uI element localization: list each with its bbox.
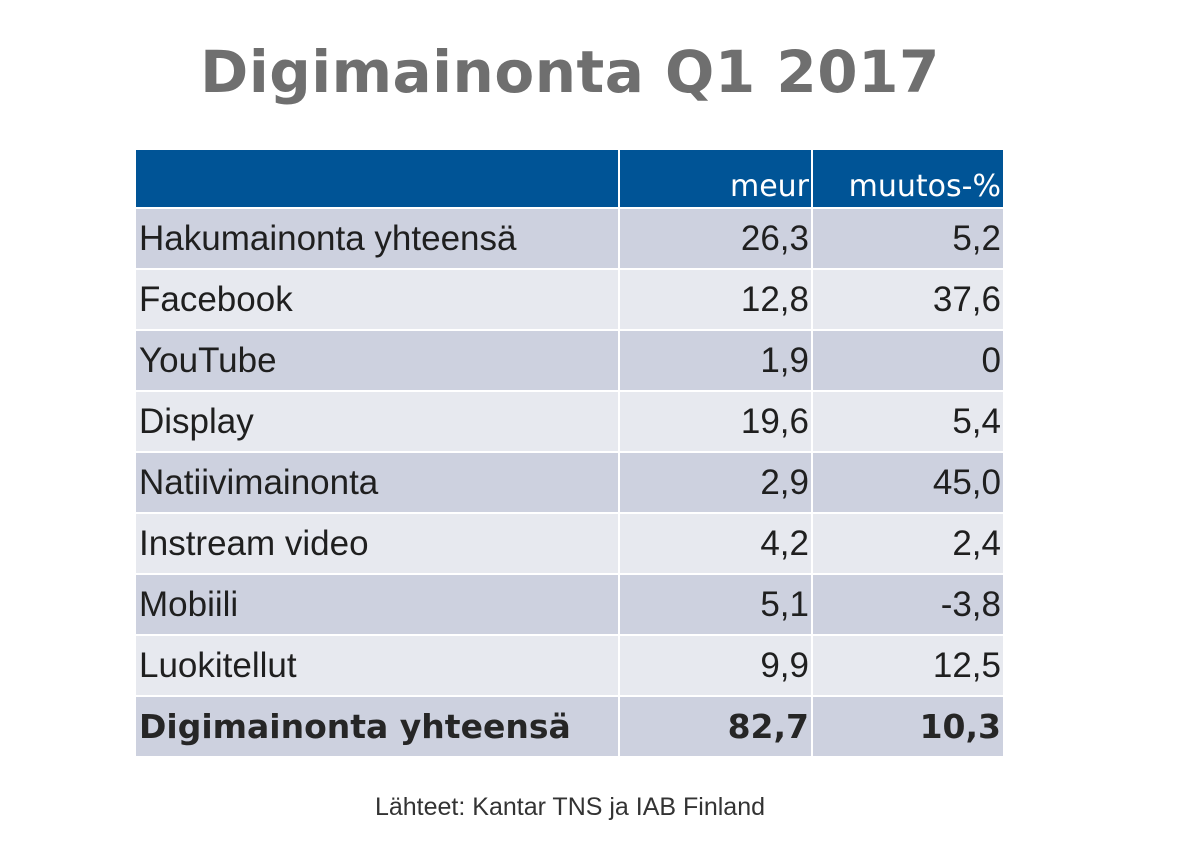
row-muutos: 37,6 <box>813 270 1003 329</box>
row-label: Facebook <box>136 270 618 329</box>
row-muutos: 45,0 <box>813 453 1003 512</box>
row-label: Instream video <box>136 514 618 573</box>
header-cell-meur: meur <box>620 150 811 207</box>
row-muutos: 12,5 <box>813 636 1003 695</box>
table-row: YouTube 1,9 0 <box>136 331 1003 390</box>
row-meur: 12,8 <box>620 270 811 329</box>
table-row: Instream video 4,2 2,4 <box>136 514 1003 573</box>
row-label: YouTube <box>136 331 618 390</box>
row-muutos: -3,8 <box>813 575 1003 634</box>
table-row: Natiivimainonta 2,9 45,0 <box>136 453 1003 512</box>
table-header-row: meur muutos-% <box>136 150 1003 207</box>
header-cell-label <box>136 150 618 207</box>
total-label: Digimainonta yhteensä <box>136 697 618 756</box>
row-meur: 19,6 <box>620 392 811 451</box>
total-meur: 82,7 <box>620 697 811 756</box>
row-muutos: 5,4 <box>813 392 1003 451</box>
row-meur: 2,9 <box>620 453 811 512</box>
row-label: Mobiili <box>136 575 618 634</box>
table-row: Display 19,6 5,4 <box>136 392 1003 451</box>
table-row: Facebook 12,8 37,6 <box>136 270 1003 329</box>
chart-title: Digimainonta Q1 2017 <box>200 38 940 106</box>
row-muutos: 0 <box>813 331 1003 390</box>
table-row: Mobiili 5,1 -3,8 <box>136 575 1003 634</box>
row-label: Luokitellut <box>136 636 618 695</box>
source-note: Lähteet: Kantar TNS ja IAB Finland <box>374 793 766 821</box>
table-row: Luokitellut 9,9 12,5 <box>136 636 1003 695</box>
row-meur: 26,3 <box>620 209 811 268</box>
data-table: meur muutos-% Hakumainonta yhteensä 26,3… <box>136 150 1003 758</box>
table-row: Hakumainonta yhteensä 26,3 5,2 <box>136 209 1003 268</box>
row-label: Hakumainonta yhteensä <box>136 209 618 268</box>
row-muutos: 5,2 <box>813 209 1003 268</box>
row-meur: 9,9 <box>620 636 811 695</box>
row-meur: 4,2 <box>620 514 811 573</box>
row-label: Natiivimainonta <box>136 453 618 512</box>
header-cell-muutos: muutos-% <box>813 150 1003 207</box>
total-muutos: 10,3 <box>813 697 1003 756</box>
table-total-row: Digimainonta yhteensä 82,7 10,3 <box>136 697 1003 756</box>
row-label: Display <box>136 392 618 451</box>
row-meur: 5,1 <box>620 575 811 634</box>
row-meur: 1,9 <box>620 331 811 390</box>
row-muutos: 2,4 <box>813 514 1003 573</box>
